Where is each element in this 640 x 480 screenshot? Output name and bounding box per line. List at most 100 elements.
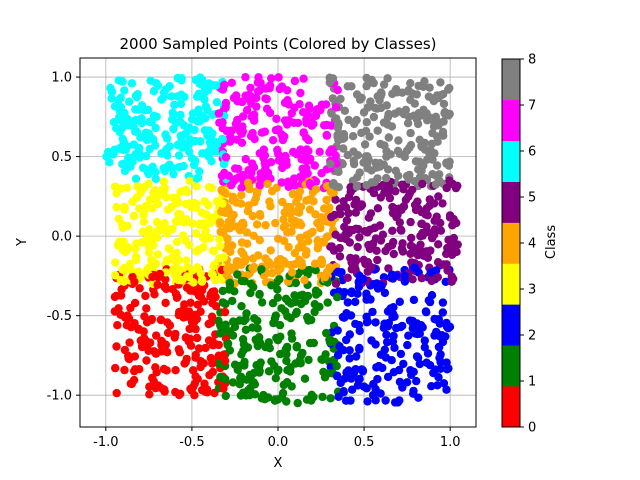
data-point (160, 219, 169, 228)
data-point (441, 277, 450, 286)
data-point (188, 366, 198, 375)
data-point (435, 176, 444, 185)
data-point (382, 152, 391, 161)
data-point (159, 364, 169, 374)
data-point (389, 331, 398, 341)
data-point (396, 349, 406, 359)
data-point (410, 99, 419, 108)
data-point (411, 157, 421, 166)
data-point (296, 172, 305, 181)
data-point (406, 79, 415, 88)
data-point (224, 171, 233, 180)
data-point (276, 332, 285, 341)
data-point (344, 209, 353, 218)
data-point (168, 108, 177, 117)
data-point (382, 173, 391, 183)
data-point (355, 233, 364, 242)
data-point (252, 102, 261, 111)
data-point (125, 338, 134, 347)
data-point (296, 359, 305, 368)
data-point (363, 152, 372, 161)
data-point (373, 204, 383, 213)
data-point (403, 119, 413, 128)
data-point (303, 313, 312, 322)
data-point (402, 171, 412, 181)
data-point (406, 128, 415, 138)
data-point (233, 115, 242, 125)
data-point (202, 385, 212, 394)
colorbar-tick-label: 4 (528, 237, 536, 252)
data-point (339, 388, 348, 397)
data-point (197, 75, 207, 84)
data-point (193, 300, 203, 309)
data-point (265, 197, 274, 206)
data-point (412, 115, 422, 124)
colorbar-segment (502, 222, 520, 264)
data-point (290, 249, 300, 258)
data-point (343, 311, 352, 320)
data-point (201, 226, 210, 236)
data-point (138, 341, 147, 350)
data-point (252, 220, 262, 229)
data-point (237, 183, 246, 192)
data-point (409, 367, 418, 376)
data-point (408, 316, 417, 326)
data-point (176, 99, 186, 109)
data-point (120, 202, 129, 211)
data-point (442, 365, 452, 374)
data-point (266, 158, 276, 167)
data-point (397, 244, 407, 253)
data-point (383, 372, 393, 382)
data-point (249, 231, 258, 240)
data-point (241, 325, 251, 334)
data-point (200, 126, 210, 135)
data-point (140, 204, 150, 213)
data-point (360, 140, 370, 149)
data-point (432, 132, 442, 141)
data-point (223, 264, 232, 274)
data-point (196, 307, 205, 316)
data-point (415, 135, 424, 144)
data-point (159, 188, 169, 198)
data-point (389, 249, 398, 259)
data-point (420, 343, 429, 352)
data-point (208, 269, 217, 279)
data-point (305, 179, 315, 188)
data-point (131, 174, 141, 183)
data-point (295, 255, 304, 264)
data-point (183, 188, 192, 197)
data-point (422, 308, 431, 317)
data-point (305, 265, 314, 275)
data-point (186, 286, 195, 295)
data-point (182, 354, 191, 364)
data-point (444, 161, 454, 170)
data-point (271, 218, 280, 228)
data-point (197, 277, 207, 286)
data-point (430, 314, 439, 324)
data-point (201, 343, 210, 353)
data-point (430, 216, 439, 225)
data-point (326, 394, 335, 403)
data-point (452, 218, 461, 228)
data-point (256, 174, 265, 183)
data-point (317, 355, 326, 364)
data-point (288, 147, 298, 157)
data-point (404, 331, 413, 340)
data-point (304, 355, 313, 365)
data-point (373, 255, 382, 265)
data-point (265, 108, 275, 118)
data-point (134, 325, 143, 334)
data-point (305, 338, 315, 348)
data-point (118, 77, 127, 86)
data-point (346, 396, 355, 405)
data-point (205, 219, 214, 228)
data-point (425, 83, 434, 92)
data-point (386, 304, 395, 313)
data-point (425, 149, 434, 158)
data-point (352, 352, 361, 361)
data-point (307, 396, 316, 405)
data-point (242, 309, 251, 318)
data-point (128, 272, 137, 282)
data-point (431, 365, 440, 374)
data-point (311, 185, 321, 194)
